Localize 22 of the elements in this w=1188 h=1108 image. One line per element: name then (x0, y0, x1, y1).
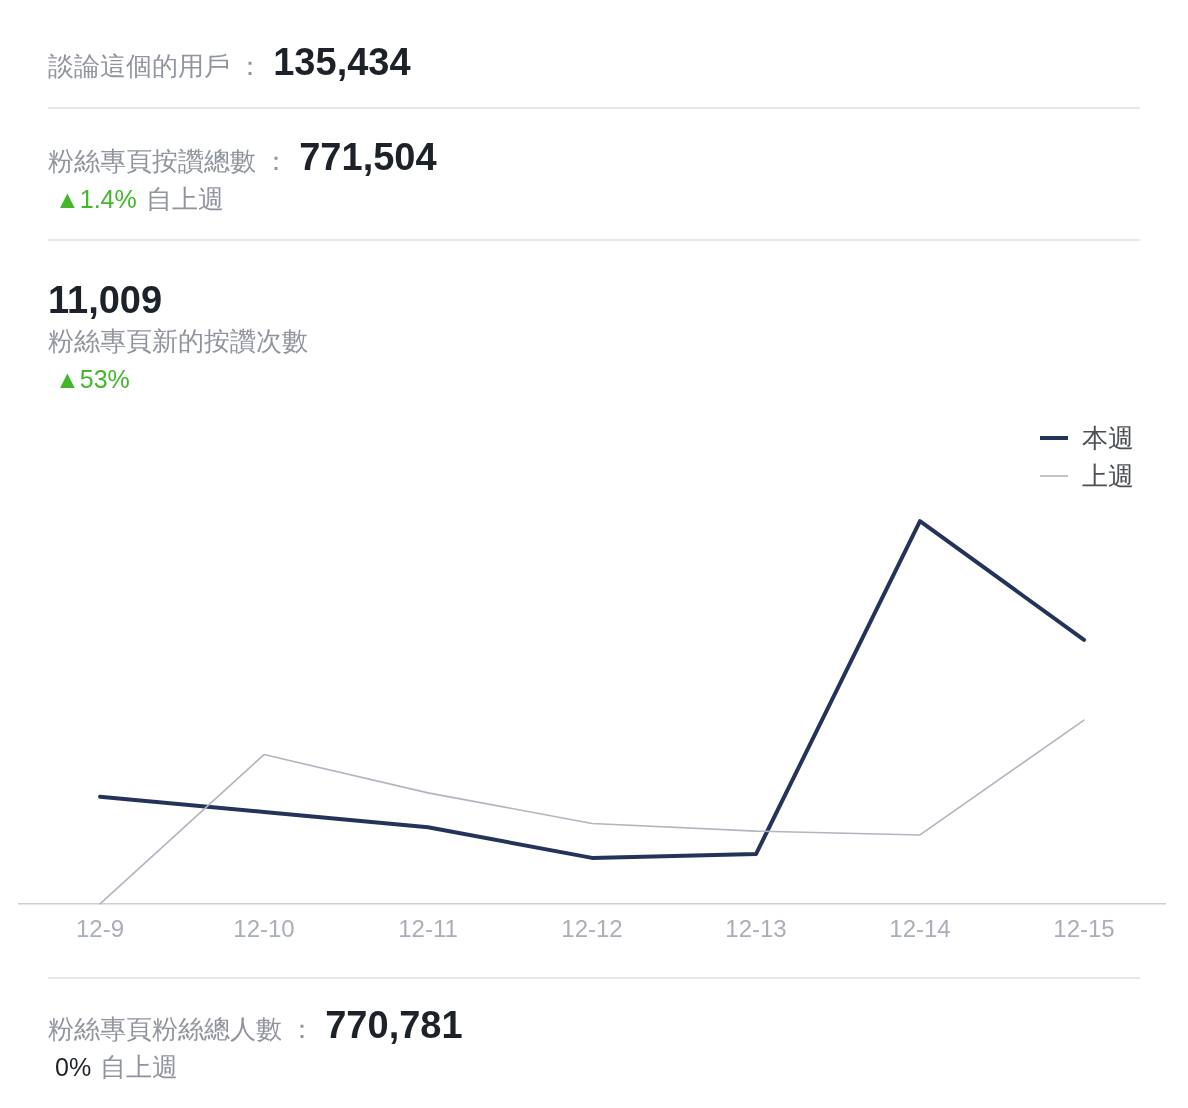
stat-label: 粉絲專頁按讚總數 ： (48, 146, 290, 176)
title: 11,009 (48, 279, 163, 321)
stat-value: 770,781 (325, 1004, 463, 1046)
stat-change: 0% (55, 1053, 92, 1081)
x-tick-label: 12-9 (76, 914, 124, 942)
annotation: ▲53% (55, 365, 130, 393)
stat-value: 135,434 (273, 41, 411, 83)
x-tick-label: 12-12 (561, 914, 623, 942)
stat-change-note: 自上週 (145, 184, 224, 214)
legend-label: 上週 (1082, 461, 1134, 491)
legend-label: 本週 (1082, 423, 1134, 453)
x-tick-label: 12-10 (233, 914, 295, 942)
subtitle: 粉絲專頁新的按讚次數 (48, 326, 308, 356)
x-tick-label: 12-14 (889, 914, 951, 942)
stat-label: 粉絲專頁粉絲總人數 ： (48, 1014, 316, 1044)
stat-change-note: 自上週 (100, 1052, 179, 1082)
stat-value: 771,504 (299, 136, 437, 178)
stat-label: 談論這個的用戶 ： (48, 51, 264, 81)
x-tick-label: 12-13 (725, 914, 787, 942)
x-tick-label: 12-15 (1053, 914, 1115, 942)
x-tick-label: 12-11 (398, 914, 458, 942)
stat-change: ▲1.4% (55, 185, 137, 213)
